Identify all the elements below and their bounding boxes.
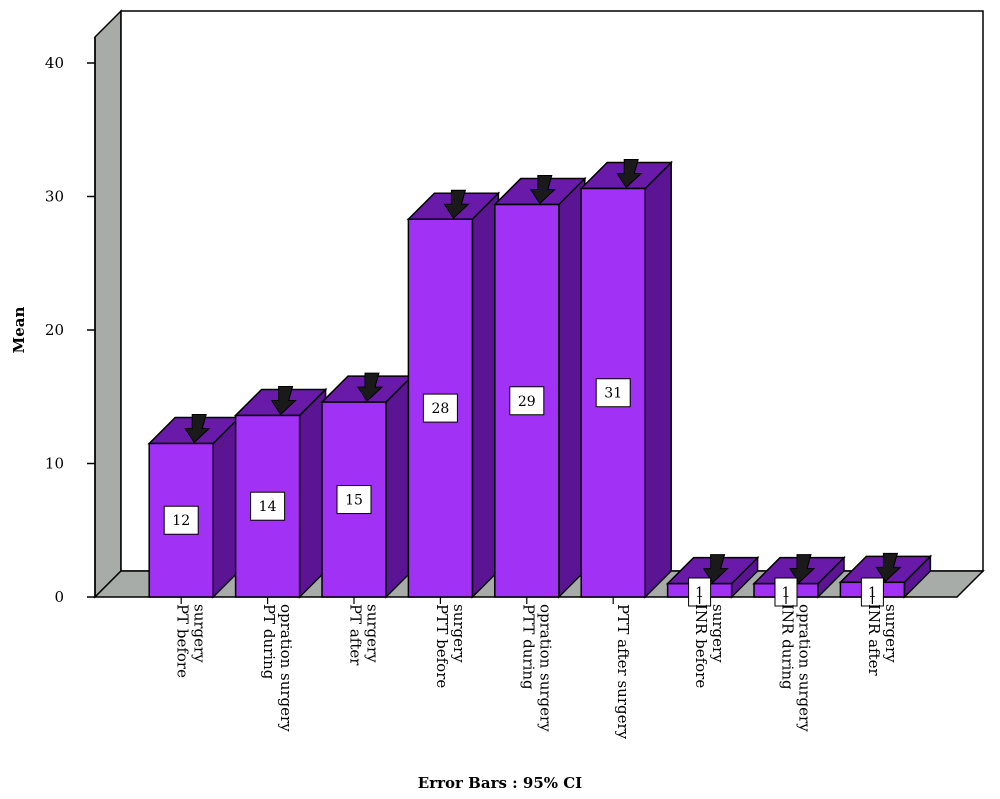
category-label: PT during opration surgery xyxy=(260,604,295,732)
y-axis-title: Mean xyxy=(10,307,28,354)
error-bar xyxy=(357,372,384,402)
category-label: PTT after surgery xyxy=(614,604,632,740)
error-bar xyxy=(184,413,211,444)
category-label-line: PTT during xyxy=(519,604,537,690)
data-label: 15 xyxy=(345,493,363,509)
category-label-line: surgery xyxy=(709,604,727,663)
left-wall xyxy=(94,9,122,599)
y-axis-ticks: 0 10 20 30 40 xyxy=(45,54,95,606)
category-label-line: surgery xyxy=(191,604,209,663)
category-labels: PT before surgery PT during opration surger… xyxy=(174,604,900,740)
y-tick-label: 40 xyxy=(45,54,64,72)
bar: 1 xyxy=(665,554,760,607)
data-label: 14 xyxy=(259,499,277,515)
category-label: INR after surgery xyxy=(865,604,900,677)
error-bar xyxy=(270,385,297,416)
category-label-line: surgery xyxy=(450,604,468,663)
category-label-line: INR during xyxy=(779,604,797,690)
data-label-box xyxy=(860,577,884,607)
data-label: 12 xyxy=(172,513,190,529)
data-label: 28 xyxy=(431,401,449,417)
y-tick-label: 20 xyxy=(45,321,64,339)
bar: 1 xyxy=(752,554,846,607)
category-label: PTT before surgery xyxy=(433,604,468,688)
data-label-box xyxy=(595,378,631,408)
bar: 29 xyxy=(492,175,587,604)
bar: 1 xyxy=(838,552,933,607)
category-label-line: INR after xyxy=(865,604,883,677)
data-label-box xyxy=(336,485,372,515)
bars: 12 14 15 28 29 31 1 1 1 xyxy=(147,158,933,607)
data-label: 29 xyxy=(518,394,536,410)
category-label: PT after surgery xyxy=(347,604,382,666)
error-bar xyxy=(616,158,643,189)
data-label: 1 xyxy=(868,585,877,601)
data-label-box xyxy=(774,577,798,607)
data-label: 1 xyxy=(782,585,791,601)
bar: 12 xyxy=(147,413,242,604)
y-tick-label: 0 xyxy=(54,588,64,606)
bar-side-face xyxy=(644,160,672,599)
category-label-line: PTT after surgery xyxy=(614,604,632,740)
error-bar xyxy=(875,552,902,583)
x-axis-title: Error Bars : 95% CI xyxy=(418,774,582,792)
y-tick-label: 10 xyxy=(45,455,64,473)
bar: 14 xyxy=(233,385,328,604)
y-tick-label: 30 xyxy=(45,188,64,206)
category-label-line: surgery xyxy=(364,604,382,663)
bar: 15 xyxy=(320,372,414,604)
error-bar xyxy=(443,189,470,219)
category-label-line: PT before xyxy=(174,604,192,678)
data-label-box xyxy=(163,505,199,535)
category-label-line: opration surgery xyxy=(796,604,814,732)
category-label: PT before surgery xyxy=(174,604,209,678)
data-label: 31 xyxy=(604,386,622,402)
category-label-line: INR before xyxy=(692,604,710,688)
data-label-box xyxy=(250,491,286,521)
category-label: PTT during opration surgery xyxy=(519,604,554,732)
error-bar xyxy=(702,554,729,584)
category-label-line: opration surgery xyxy=(277,604,295,732)
bar: 28 xyxy=(406,189,501,604)
data-label: 1 xyxy=(695,585,704,601)
data-label-box xyxy=(509,386,545,416)
category-label: INR before surgery xyxy=(692,604,727,688)
category-label-line: PTT before xyxy=(433,604,451,688)
category-label-line: opration surgery xyxy=(536,604,554,732)
category-label-line: PT during xyxy=(260,604,278,680)
data-label-box xyxy=(422,393,458,423)
error-bar xyxy=(529,175,557,205)
category-label-line: PT after xyxy=(347,604,365,666)
bar: 31 xyxy=(579,158,674,604)
error-bar xyxy=(789,554,816,584)
data-label-box xyxy=(688,577,712,607)
category-label: INR during opration surgery xyxy=(779,604,814,732)
category-label-line: surgery xyxy=(882,604,900,663)
